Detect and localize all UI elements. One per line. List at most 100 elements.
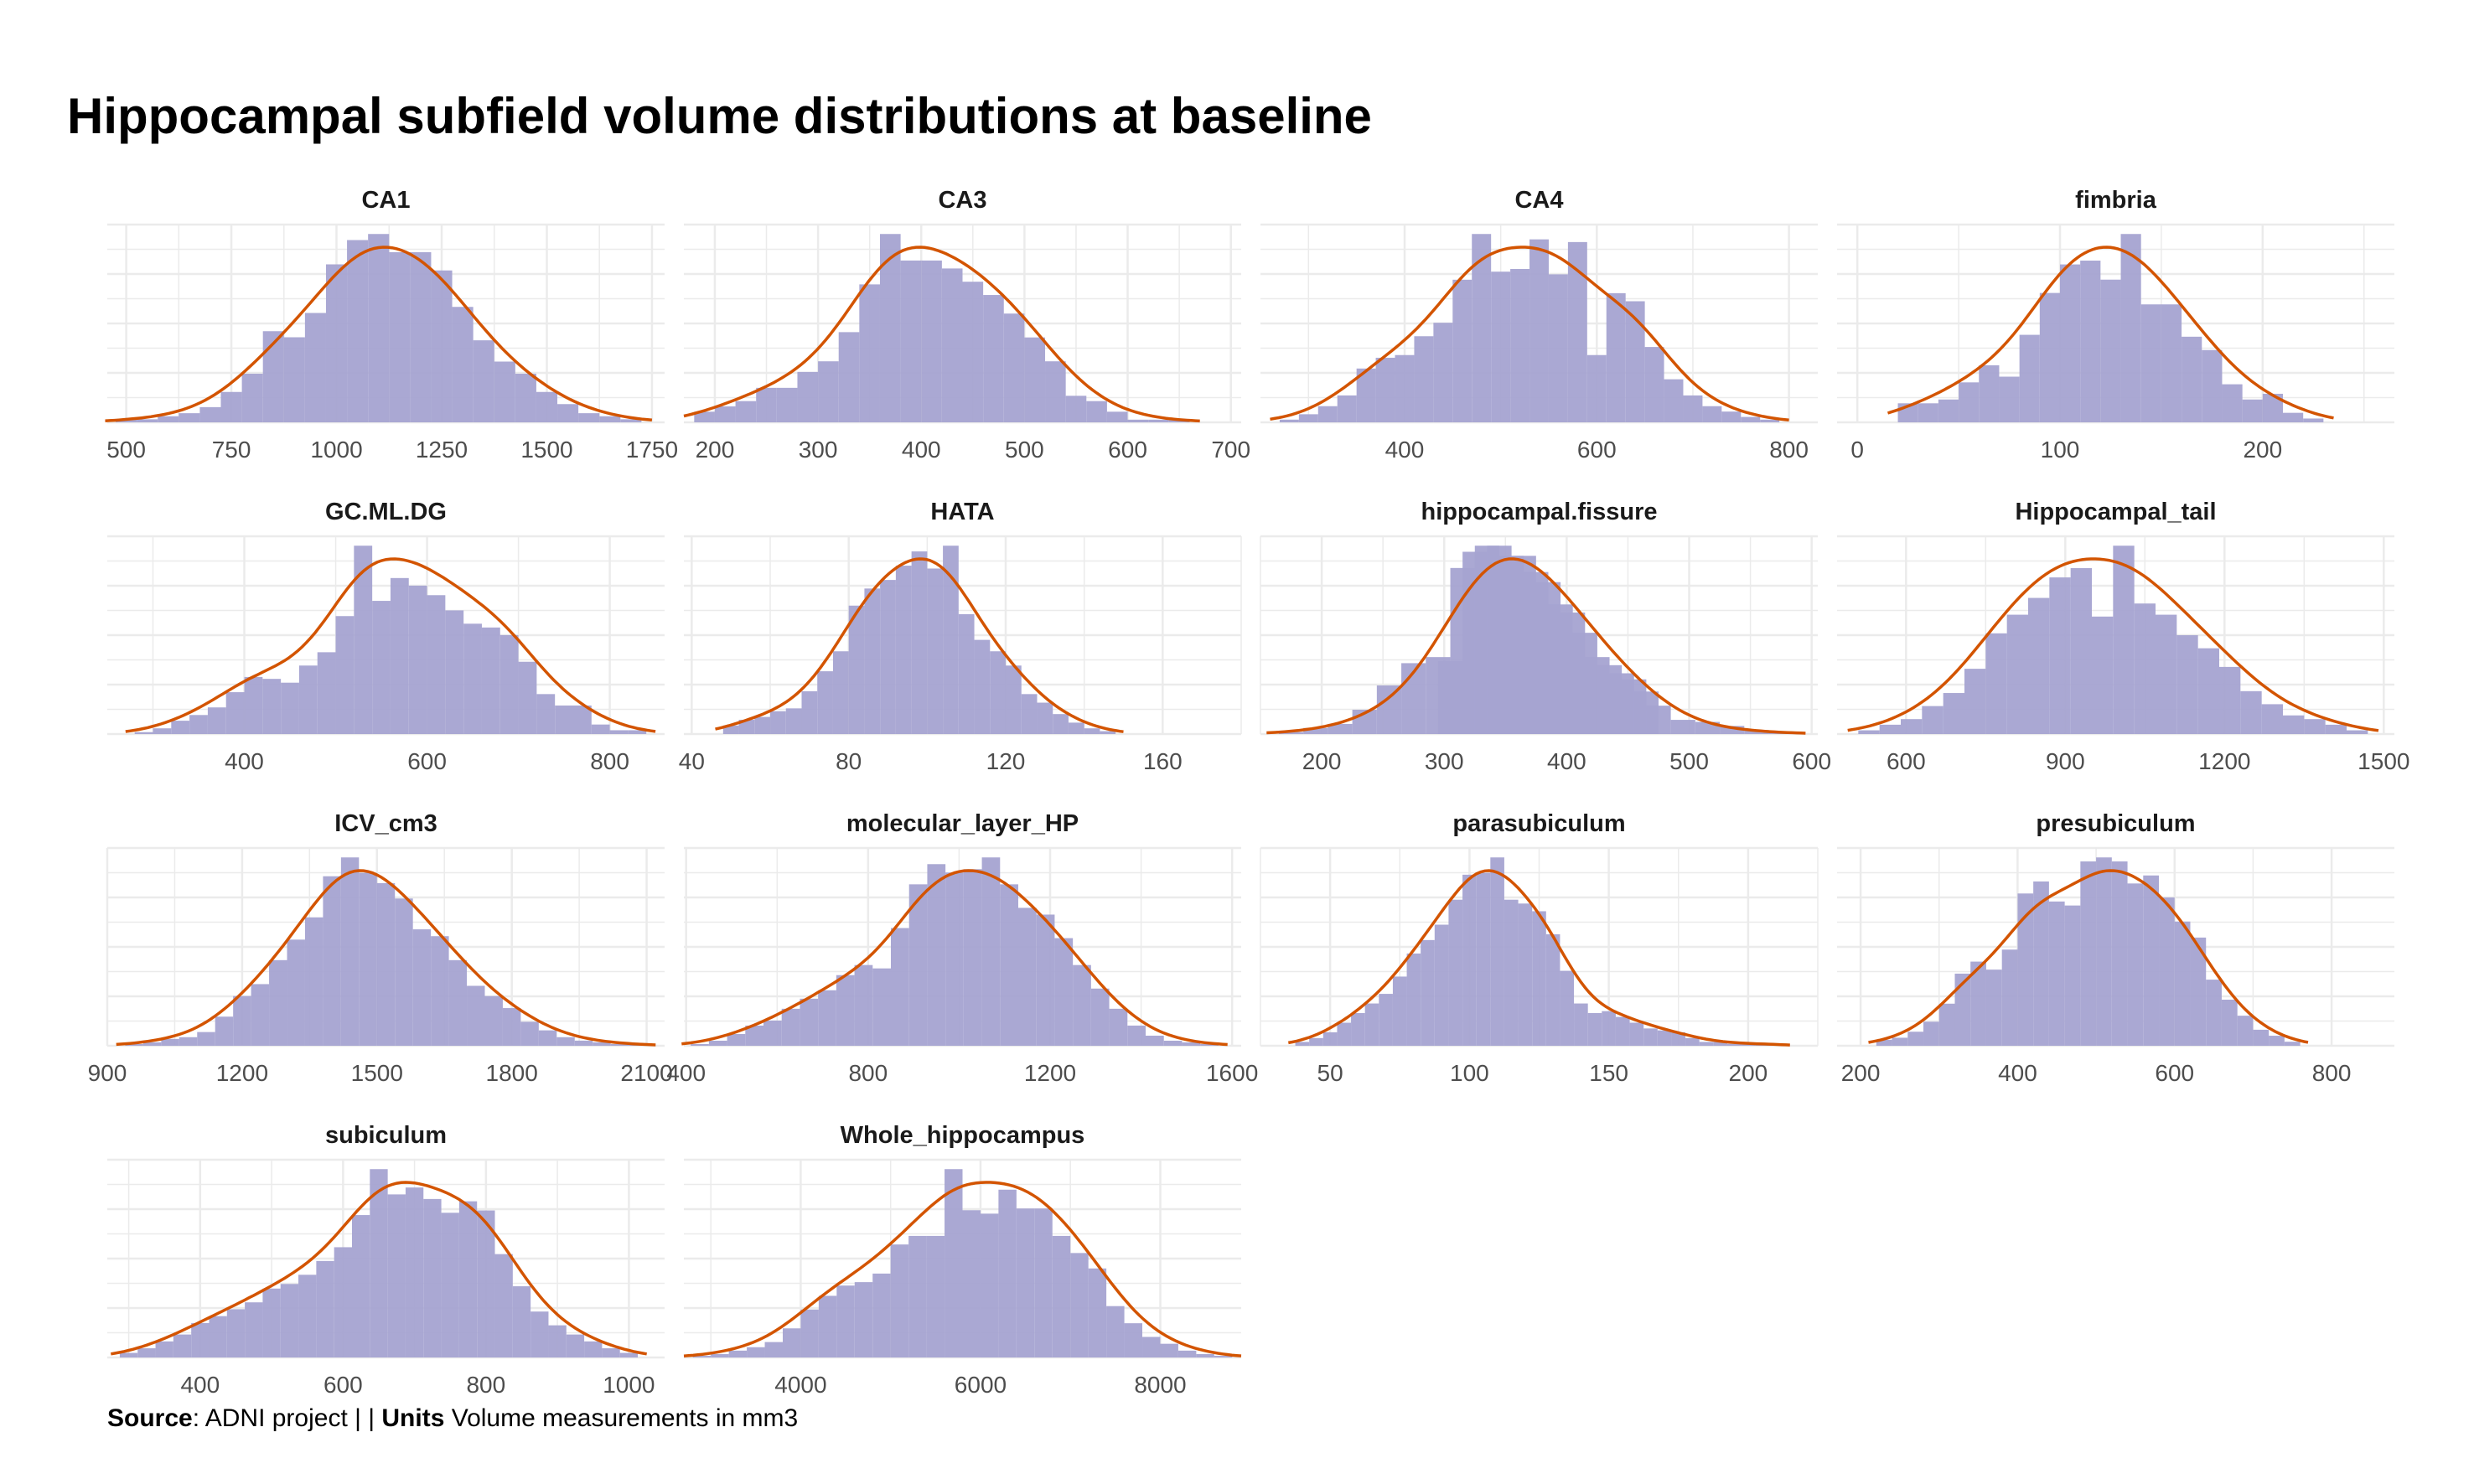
histogram-bar bbox=[2206, 980, 2222, 1046]
histogram-bar bbox=[880, 580, 896, 734]
panel-title-ca1: CA1 bbox=[361, 187, 410, 214]
histogram-bar bbox=[207, 707, 226, 734]
histogram-bar bbox=[1142, 1337, 1161, 1357]
histogram-bar bbox=[747, 1347, 765, 1357]
x-tick-label: 150 bbox=[1589, 1060, 1628, 1086]
x-tick-label: 400 bbox=[1547, 748, 1586, 774]
histogram-bar bbox=[981, 857, 1001, 1046]
histogram-bar bbox=[484, 995, 503, 1046]
histogram-bar bbox=[818, 361, 839, 422]
histogram-bar bbox=[1545, 933, 1560, 1046]
histogram-bar bbox=[770, 711, 786, 734]
histogram-bar bbox=[2325, 724, 2347, 734]
histogram-bar bbox=[1671, 1032, 1686, 1046]
panel-title-hata: HATA bbox=[930, 499, 994, 525]
histogram-bar bbox=[691, 1043, 709, 1046]
panel-hippocampal-fissure: hippocampal.fissure 200 300 400 500 600 bbox=[1260, 499, 1831, 774]
histogram-bar bbox=[1452, 279, 1472, 422]
histogram-bar bbox=[431, 270, 453, 422]
histogram-bar bbox=[1196, 1353, 1214, 1357]
histogram-bar bbox=[2080, 861, 2097, 1046]
histogram-bar bbox=[1518, 903, 1533, 1046]
x-tick-label: 0 bbox=[1850, 437, 1864, 463]
histogram-bar bbox=[694, 411, 715, 422]
x-tick-label: 1200 bbox=[216, 1060, 268, 1086]
density-curve bbox=[111, 1181, 647, 1356]
histogram-bar bbox=[900, 260, 922, 422]
histogram-bar bbox=[1018, 907, 1037, 1046]
histogram-bar bbox=[1421, 939, 1435, 1046]
histogram-bar bbox=[262, 679, 282, 734]
histogram-bar bbox=[502, 1008, 521, 1046]
panel-subiculum: subiculum 400 600 800 1000 bbox=[107, 1122, 665, 1398]
histogram-bar bbox=[1021, 694, 1038, 734]
histogram-bar bbox=[872, 968, 891, 1046]
histogram-bar bbox=[797, 371, 819, 422]
histogram-bar bbox=[1629, 1022, 1644, 1046]
histogram-bar bbox=[1337, 395, 1357, 422]
histogram-bar bbox=[990, 651, 1007, 734]
histogram-bar bbox=[2347, 730, 2368, 734]
histogram-bar bbox=[1034, 1208, 1053, 1357]
histogram-bar bbox=[620, 419, 642, 422]
histogram-bar bbox=[2028, 597, 2050, 734]
panel-fimbria: fimbria 0 100 200 bbox=[1837, 187, 2394, 463]
histogram-bar bbox=[1657, 1030, 1672, 1046]
histogram-bar bbox=[1053, 714, 1069, 734]
histogram-bar bbox=[785, 708, 802, 734]
histogram-bar bbox=[405, 1187, 424, 1357]
histogram-bar bbox=[389, 251, 411, 422]
panel-hippocampal-tail: Hippocampal_tail 600 900 1200 1500 bbox=[1837, 499, 2409, 774]
histogram-bar bbox=[536, 391, 558, 422]
histogram-bar bbox=[2261, 704, 2283, 734]
histogram-bar bbox=[445, 610, 464, 734]
x-tick-label: 8000 bbox=[1134, 1372, 1186, 1398]
histogram-bar bbox=[1664, 379, 1684, 422]
histogram-bar bbox=[225, 692, 245, 734]
histogram-bar bbox=[1923, 1021, 1939, 1046]
histogram-bar bbox=[281, 682, 299, 734]
histogram-bar bbox=[591, 724, 610, 734]
histogram-bar bbox=[927, 864, 946, 1046]
histogram-bar bbox=[566, 1334, 585, 1357]
histogram-bar bbox=[287, 939, 305, 1046]
histogram-bar bbox=[818, 1295, 837, 1357]
histogram-bar bbox=[158, 416, 179, 422]
histogram-bar bbox=[1644, 347, 1664, 422]
x-tick-label: 1800 bbox=[486, 1060, 538, 1086]
x-tick-label: 1500 bbox=[520, 437, 572, 463]
x-tick-label: 600 bbox=[1887, 748, 1926, 774]
histogram-bar bbox=[2092, 616, 2114, 734]
x-tick-label: 750 bbox=[212, 437, 251, 463]
histogram-bar bbox=[463, 623, 482, 734]
histogram-bar bbox=[908, 1235, 927, 1357]
histogram-bar bbox=[515, 373, 536, 422]
histogram-bar bbox=[1379, 994, 1393, 1046]
histogram-bar bbox=[226, 1309, 246, 1357]
chart-title: Hippocampal subfield volume distribution… bbox=[67, 88, 1372, 144]
histogram-bar bbox=[927, 568, 944, 734]
histogram-bar bbox=[481, 627, 500, 734]
histogram-bar bbox=[854, 964, 873, 1046]
histogram-bar bbox=[962, 1210, 981, 1357]
x-tick-label: 400 bbox=[1998, 1060, 2037, 1086]
histogram-bar bbox=[2049, 577, 2071, 734]
histogram-bar bbox=[1024, 337, 1046, 422]
histogram-bar bbox=[1106, 1306, 1125, 1357]
x-tick-label: 900 bbox=[2046, 748, 2085, 774]
histogram-bar bbox=[1070, 1253, 1089, 1357]
histogram-bar bbox=[945, 872, 964, 1046]
histogram-bar bbox=[2174, 921, 2191, 1046]
histogram-bar bbox=[817, 671, 833, 734]
histogram-bar bbox=[1741, 1043, 1756, 1046]
histogram-bar bbox=[494, 1254, 513, 1357]
histogram-bar bbox=[1003, 313, 1025, 422]
histogram-bar bbox=[1587, 1013, 1602, 1046]
histogram-bar bbox=[1356, 368, 1376, 422]
histogram-bar bbox=[1084, 728, 1100, 734]
panel-title-whole-hippocampus: Whole_hippocampus bbox=[841, 1122, 1085, 1149]
histogram-bar bbox=[1615, 1016, 1630, 1046]
histogram-bar bbox=[800, 1309, 819, 1357]
panel-title-ca3: CA3 bbox=[938, 187, 986, 214]
histogram-bar bbox=[119, 1352, 138, 1357]
